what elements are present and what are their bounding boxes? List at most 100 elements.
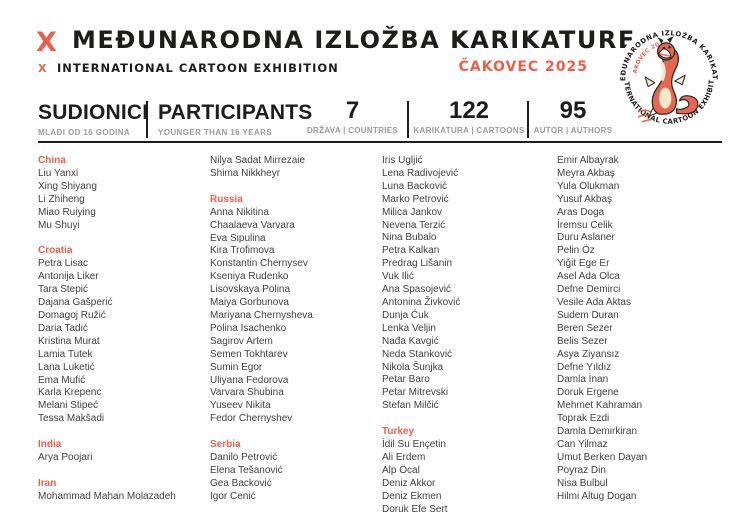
participant-name: Petar Mitrevski — [382, 387, 449, 399]
participant-name: Toprak Ezdi — [557, 413, 610, 425]
participant-name: Mu Shuyi — [38, 219, 80, 231]
participant-name: Nilya Sadat Mirrezaie — [210, 155, 306, 166]
participant-name: Karla Krepenc — [38, 387, 102, 399]
participant-name: Yusuf Akbaş — [557, 193, 613, 205]
divider — [527, 101, 529, 138]
participants-column: Emir Albayrak Meyra Akbaş Yula Olukman Yusu… — [557, 155, 730, 529]
participant-name: Domagoj Ružić — [38, 309, 106, 321]
participant-name: Marko Petrović — [382, 193, 449, 205]
participants-column: Iris Ugljić Lena Radivojević Luna Backović… — [382, 155, 557, 529]
participant-name: Varvara Shubina — [210, 387, 284, 399]
participant-name: Kseniya Rudenko — [210, 271, 289, 283]
participant-name: Iris Ugljić — [382, 155, 423, 166]
country-header: Russia — [210, 193, 243, 205]
participant-name: Damla İnan — [557, 374, 609, 386]
participant-name: Emir Albayrak — [557, 155, 619, 166]
participant-name: Milica Jankov — [382, 206, 443, 218]
metric-value: 95 — [559, 97, 587, 124]
participant-name: Doruk Efe Sert — [382, 503, 448, 515]
participant-name: Kristina Murat — [38, 335, 100, 347]
participant-name: Miao Ruiying — [38, 206, 96, 218]
participant-name: Umut Berken Dayan — [557, 451, 648, 463]
metric-countries: 7 DRŽAVA | COUNTRIES — [300, 97, 405, 136]
participant-name: Danilo Petrović — [210, 452, 278, 464]
country-section: Iris Ugljić Lena Radivojević Luna Backović… — [382, 155, 557, 413]
participant-name: Can Yilmaz — [557, 438, 608, 450]
stat-group-participants: PARTICIPANTS YOUNGER THAN 16 YEARS — [158, 101, 312, 137]
participant-name: İremsu Celik — [557, 219, 613, 231]
participants-columns: China Liu Yanxi Xing Shiyang Li Zhiheng Miao… — [38, 155, 730, 529]
participant-name: Lamia Tutek — [38, 348, 93, 360]
participant-name: Xing Shiyang — [38, 180, 97, 192]
participant-name: Yula Olukman — [557, 180, 620, 192]
participant-name: Lana Luketić — [38, 361, 95, 373]
country-header: Turkey — [382, 426, 415, 438]
country-header: Croatia — [38, 245, 73, 257]
participant-name: Arya Poojari — [38, 452, 93, 464]
participant-name: Elena Tešanović — [210, 464, 283, 476]
participant-name: Vesile Ada Aktas — [557, 296, 631, 308]
participant-name: Nađa Kavgić — [382, 335, 439, 347]
participant-name: İdil Su Ençetin — [382, 439, 446, 451]
country-section: Nilya Sadat Mirrezaie Shima Nikkheyr — [210, 155, 382, 181]
country-header: Serbia — [210, 439, 241, 451]
participant-name: Shima Nikkheyr — [210, 167, 281, 179]
participant-name: Asel Ada Olca — [557, 271, 620, 283]
participant-name: Lisovskaya Polina — [210, 284, 291, 296]
participant-name: Ema Mufić — [38, 374, 86, 386]
participant-name: Predrag Lišanin — [382, 258, 453, 270]
country-section: China Liu Yanxi Xing Shiyang Li Zhiheng Miao… — [38, 155, 210, 232]
participant-name: Nevena Terzić — [382, 219, 446, 231]
participant-name: Mohammad Mahan Molazadeh — [38, 490, 176, 502]
participant-name: Yuseev Nikita — [210, 400, 271, 412]
country-section: Turkey İdil Su Ençetin Ali Erdem Alp Öcal De… — [382, 426, 557, 516]
stat-title: SUDIONICI — [38, 101, 149, 124]
metric-cartoons: 122 KARIKATURA | CARTOONS — [413, 99, 525, 136]
stat-title: PARTICIPANTS — [158, 101, 313, 124]
participant-name: Poyraz Din — [557, 464, 606, 476]
participant-name: Sumin Egor — [210, 361, 263, 373]
participant-name: Ali Erdem — [382, 451, 426, 463]
participant-name: Belis Sezer — [557, 335, 608, 347]
participant-name: Sudem Duran — [557, 309, 619, 321]
participant-name: Vuk Ilić — [382, 271, 414, 283]
participant-name: Deniz Akkor — [382, 477, 436, 489]
x-mark-small-icon: X — [38, 62, 47, 75]
participant-name: Hilmi Altug Dogan — [557, 490, 637, 502]
horizontal-rule — [38, 141, 722, 143]
metric-value: 7 — [345, 97, 360, 124]
metric-authors: 95 AUTOR | AUTHORS — [533, 97, 613, 136]
participant-name: Defne Demirci — [557, 284, 621, 296]
participant-name: Defne Yıldız — [557, 361, 612, 373]
participant-name: Nikola Šunjka — [382, 361, 444, 373]
divider — [407, 101, 409, 138]
participant-name: Beren Sezer — [557, 322, 613, 334]
participants-column: Nilya Sadat Mirrezaie Shima Nikkheyr Russi… — [210, 155, 382, 529]
participant-name: Pelin Öz — [557, 245, 595, 257]
participant-name: Petra Lisac — [38, 258, 89, 270]
country-header: Iran — [38, 477, 57, 489]
participant-name: Petra Kalkan — [382, 245, 440, 257]
participant-name: Eva Sipulina — [210, 232, 266, 244]
participant-name: Neda Stanković — [382, 348, 453, 360]
participant-name: Lena Radivojević — [382, 167, 459, 179]
country-section: Croatia Petra Lisac Antonija Liker Tara Ste… — [38, 245, 210, 426]
participant-name: Uliyana Fedorova — [210, 374, 289, 386]
country-section: Russia Anna Nikitina Chaalaeva Varvara Eva … — [210, 194, 382, 426]
participant-name: Igor Cenić — [210, 490, 256, 502]
participant-name: Sagirov Artem — [210, 335, 273, 347]
participant-name: Antonija Liker — [38, 271, 99, 283]
divider — [146, 101, 148, 138]
participant-name: Liu Yanxi — [38, 167, 79, 179]
participant-name: Dunja Ćuk — [382, 309, 429, 321]
participants-column: China Liu Yanxi Xing Shiyang Li Zhiheng Miao… — [38, 155, 210, 529]
stat-group-sudionici: SUDIONICI MLAĐI OD 16 GODINA — [38, 101, 148, 137]
participant-name: Duru Aslaner — [557, 232, 615, 244]
participant-name: Kira Trofimova — [210, 245, 275, 257]
country-header: China — [38, 155, 66, 166]
participant-name: Gea Backović — [210, 477, 272, 489]
participant-name: Mehmet Kahraman — [557, 400, 643, 412]
event-name-year: ČAKOVEC 2025 — [458, 59, 588, 75]
participant-name: Ana Spasojević — [382, 284, 451, 296]
participant-name: Lenka Veljin — [382, 322, 436, 334]
